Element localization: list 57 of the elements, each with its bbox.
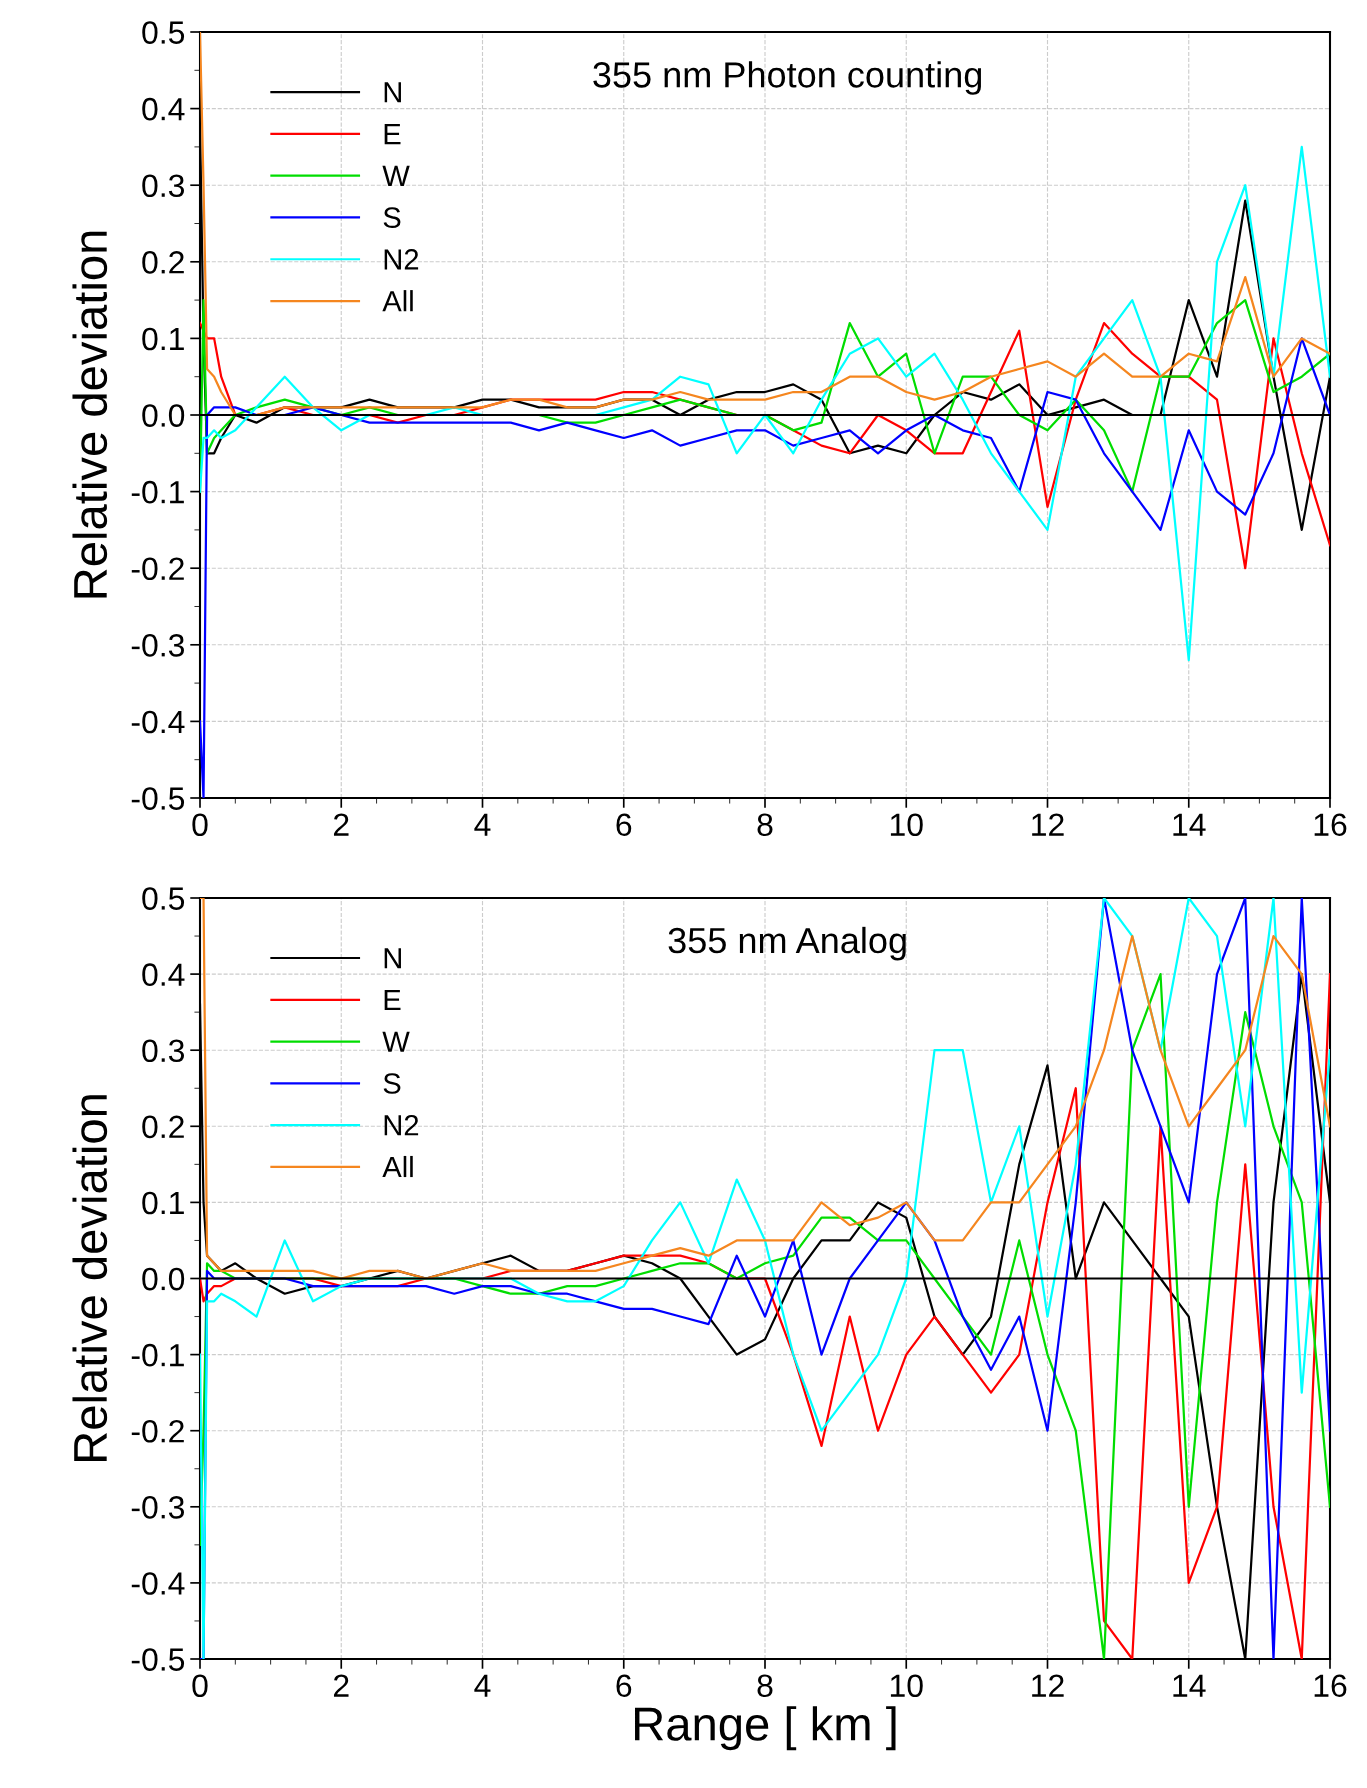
legend-label: N (384, 948, 401, 969)
x-tick-label: 16 (1314, 813, 1347, 837)
legend-label: S (383, 207, 401, 228)
y-tick-label: -0.4 (131, 1572, 185, 1595)
text: 355 nm Analog (668, 926, 906, 961)
x-tick-label: 6 (616, 1674, 632, 1698)
x-tick-label: 10 (890, 813, 923, 837)
y-tick-label: 0.3 (142, 174, 185, 198)
x-tick-label: 12 (1032, 813, 1064, 836)
y-tick-label: -0.3 (131, 1496, 185, 1519)
x-tick-label: 16 (1314, 1674, 1347, 1698)
legend-label: E (384, 124, 401, 145)
y-tick-label: 0.3 (142, 1039, 185, 1063)
y-tick-label: 0.1 (142, 1191, 184, 1215)
y-tick-label: 0.2 (142, 251, 184, 274)
x-tick-label: 12 (1032, 1674, 1064, 1697)
legend-label: W (382, 1031, 410, 1052)
x-tick-label: 10 (890, 1674, 923, 1698)
x-tick-label: 4 (474, 813, 491, 836)
y-tick-label: -0.2 (131, 1419, 184, 1443)
x-tick-label: 6 (616, 813, 632, 837)
x-tick-label: 2 (333, 813, 349, 836)
x-tick-label: 2 (333, 1674, 349, 1697)
legend-label: N2 (384, 1114, 419, 1136)
y-tick-label: 0.4 (142, 963, 185, 986)
y-tick-label: 0.0 (142, 1267, 185, 1291)
y-axis-title: Relative deviation (72, 231, 108, 598)
y-tick-label: 0.4 (142, 97, 185, 121)
y-tick-label: 0.5 (142, 21, 185, 44)
legend-label: N2 (384, 249, 419, 270)
x-tick-label: 8 (757, 1674, 773, 1698)
x-tick-label: 8 (757, 813, 773, 837)
y-tick-label: 0.0 (142, 404, 185, 427)
y-tick-label: 0.1 (142, 327, 184, 351)
legend-label: All (382, 290, 413, 312)
x-axis-title: Range [ km ] (635, 1706, 896, 1751)
y-tick-label: 0.5 (142, 887, 185, 910)
x-tick-label: 14 (1173, 813, 1206, 836)
legend-label: All (382, 1155, 413, 1178)
y-tick-label: -0.5 (131, 787, 185, 810)
x-tick-label: 0 (192, 813, 208, 837)
y-tick-label: -0.1 (131, 1343, 184, 1367)
legend-label: N (384, 82, 401, 103)
y-tick-label: -0.1 (131, 480, 184, 504)
legend-label: E (384, 989, 401, 1010)
y-axis-title: Relative deviation (72, 1095, 108, 1461)
y-tick-label: 0.2 (142, 1115, 184, 1139)
y-tick-label: -0.5 (131, 1648, 185, 1671)
y-tick-label: -0.2 (131, 557, 184, 581)
text: 355 nm Photon counting (593, 61, 982, 95)
legend-label: W (382, 165, 410, 186)
legend-label: S (383, 1073, 401, 1094)
x-tick-label: 4 (474, 1674, 491, 1697)
y-tick-label: -0.3 (131, 634, 185, 657)
x-tick-label: 0 (192, 1674, 208, 1698)
x-tick-label: 14 (1173, 1674, 1206, 1697)
y-tick-label: -0.4 (131, 710, 185, 734)
